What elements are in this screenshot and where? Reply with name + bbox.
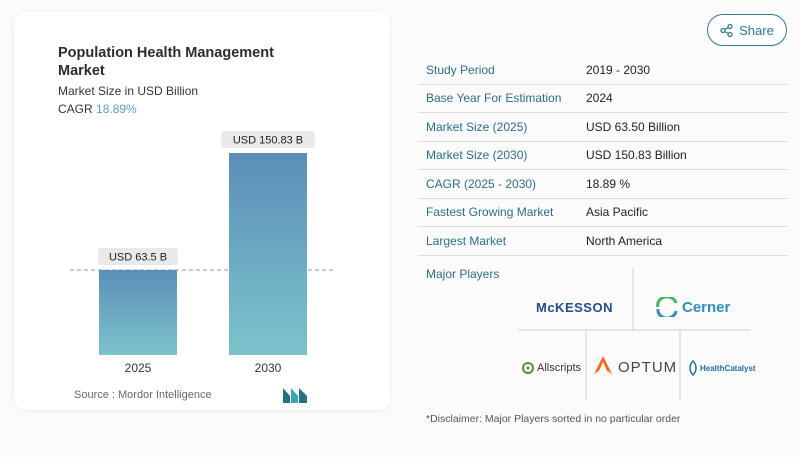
cerner-logo-text: Cerner (682, 298, 731, 316)
table-row: Base Year For Estimation 2024 (418, 85, 788, 113)
bar-2030 (229, 153, 307, 355)
bar-2025 (99, 269, 177, 355)
row-key: CAGR (2025 - 2030) (426, 176, 537, 191)
source-text: Source : Mordor Intelligence (74, 389, 212, 401)
healthcatalyst-logo-text: HealthCatalyst (700, 363, 756, 373)
row-key: Market Size (2030) (426, 148, 528, 163)
allscripts-icon (522, 362, 534, 374)
players-grid (518, 268, 750, 400)
row-key: Fastest Growing Market (426, 205, 554, 220)
row-value: USD 63.50 Billion (586, 119, 681, 134)
major-players-title: Major Players (426, 267, 500, 281)
data-label: USD 63.5 B (109, 251, 167, 263)
row-value: North America (586, 233, 663, 248)
optum-icon (594, 356, 612, 374)
mordor-logo-icon (283, 388, 307, 403)
bar-chart: USD 63.5 B 2025 USD 150.83 B 2030 (70, 131, 335, 375)
share-icon (720, 23, 733, 37)
cagr-line: CAGR 18.89% (58, 102, 137, 116)
x-tick-label: 2025 (125, 361, 152, 375)
chart-title: Population Health Management Market (58, 45, 274, 79)
data-label: USD 150.83 B (233, 135, 303, 147)
cagr-label: CAGR (58, 102, 93, 116)
table-row: Largest Market North America (418, 227, 788, 256)
row-key: Largest Market (426, 233, 507, 248)
data-label-bg (221, 131, 315, 148)
healthcatalyst-icon (689, 360, 697, 376)
logo-cerner: Cerner (656, 297, 730, 317)
chart-subtitle: Market Size in USD Billion (58, 84, 199, 98)
row-value: 2024 (586, 91, 613, 106)
info-table: Study Period 2019 - 2030 Base Year For E… (418, 56, 788, 256)
table-row: Fastest Growing Market Asia Pacific (418, 199, 788, 227)
row-value: USD 150.83 Billion (586, 148, 687, 163)
share-button[interactable]: Share (707, 14, 787, 46)
table-row: Study Period 2019 - 2030 (418, 56, 788, 85)
share-label: Share (739, 22, 774, 38)
logo-allscripts: Allscripts (522, 362, 581, 374)
logo-mckesson: McKESSON (536, 300, 613, 315)
data-label-bg (98, 247, 178, 265)
allscripts-logo-text: Allscripts (537, 362, 582, 374)
row-key: Study Period (426, 62, 495, 77)
x-tick-label: 2030 (255, 361, 282, 375)
disclaimer-text: *Disclaimer: Major Players sorted in no … (426, 413, 681, 425)
logo-optum: OPTUM (592, 354, 677, 380)
row-value: 18.89 % (586, 176, 631, 191)
row-key: Market Size (2025) (426, 119, 528, 134)
logo-healthcatalyst: HealthCatalyst (688, 360, 756, 376)
optum-logo-text: OPTUM (618, 358, 678, 376)
table-row: CAGR (2025 - 2030) 18.89 % (418, 170, 788, 199)
cerner-icon (656, 297, 678, 317)
row-value: 2019 - 2030 (586, 62, 651, 77)
mckesson-logo-text: McKESSON (536, 300, 613, 315)
table-row: Market Size (2030) USD 150.83 Billion (418, 142, 788, 170)
chart-card (14, 12, 390, 410)
row-value: Asia Pacific (586, 205, 649, 220)
row-key: Base Year For Estimation (426, 91, 562, 106)
cagr-value: 18.89% (96, 102, 137, 116)
table-row: Market Size (2025) USD 63.50 Billion (418, 113, 788, 142)
